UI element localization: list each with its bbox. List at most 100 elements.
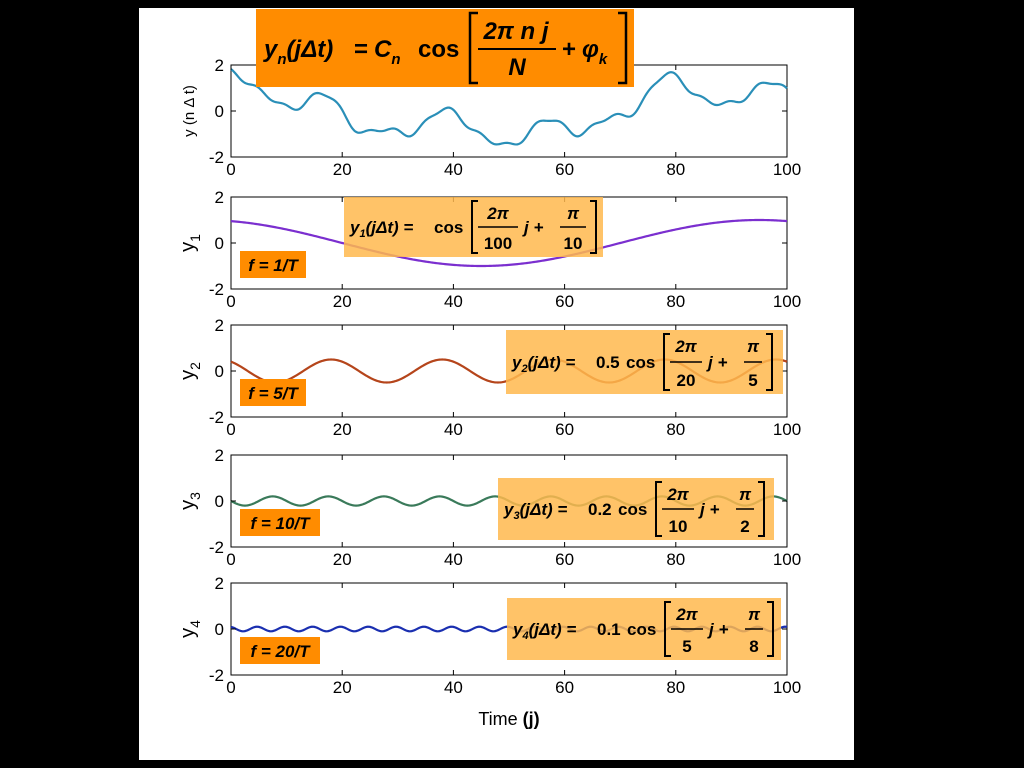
y-axis-label: y (n Δ t): [181, 85, 198, 137]
x-tick-label: 20: [333, 420, 352, 439]
equation-box-2: [506, 330, 783, 394]
x-tick-label: 0: [226, 160, 235, 179]
eq-lhs_main: y: [263, 36, 279, 63]
eq-bracket-right: [590, 200, 597, 254]
eq-phase_sub: k: [599, 51, 608, 68]
series-line-0: [230, 68, 788, 146]
eq-coef: 0.5: [596, 353, 620, 372]
x-tick-label: 0: [226, 678, 235, 697]
x-tick-label: 20: [333, 292, 352, 311]
eq-func: cos: [618, 500, 647, 519]
y-axis-label-sub: 3: [187, 492, 203, 500]
eq-bracket-left: [664, 601, 671, 657]
eq-coef_sub: n: [391, 51, 400, 68]
eq-func: cos: [418, 36, 459, 63]
eq-lhs_arg: (jΔt) =: [520, 500, 568, 519]
y-tick-label: 2: [215, 188, 224, 207]
x-tick-label: 100: [773, 160, 801, 179]
y-axis-label-sub: 2: [187, 362, 203, 370]
y-tick-label: -2: [209, 280, 224, 299]
eq-lhs_sub: 3: [513, 510, 519, 522]
eq-bracket-left: [655, 481, 662, 537]
x-tick-label: 60: [555, 550, 574, 569]
x-tick-label: 60: [555, 160, 574, 179]
freq-label-box: [240, 251, 306, 278]
eq-bracket-right: [766, 333, 773, 391]
eq-phase_main: φ: [582, 36, 599, 63]
x-axis-label-main: Time: [478, 709, 522, 729]
eq-phase-num: π: [748, 605, 761, 624]
eq-phase-num: π: [747, 337, 760, 356]
eq-mid: j +: [706, 353, 727, 372]
eq-bracket-right: [767, 601, 774, 657]
y-tick-label: 0: [215, 492, 224, 511]
x-tick-label: 20: [333, 678, 352, 697]
x-tick-label: 0: [226, 420, 235, 439]
eq-lhs_main: y: [512, 620, 524, 639]
y-axis-label-main: y: [177, 628, 199, 638]
eq-phase-den: 10: [564, 234, 583, 253]
x-tick-label: 60: [555, 678, 574, 697]
freq-label-box: [240, 379, 306, 406]
equation-lhs-1: y1(jΔt) =: [349, 218, 413, 240]
eq-lhs_main: y: [349, 218, 361, 237]
eq-denominator: 20: [677, 371, 696, 390]
x-tick-label: 60: [555, 420, 574, 439]
freq-label-box: [240, 637, 320, 664]
eq-phase-num: π: [567, 204, 580, 223]
eq-lhs_main: y: [503, 500, 515, 519]
equation-phase: φk: [582, 36, 608, 68]
equation-box-1: [344, 197, 603, 257]
x-axis-label-suffix: (j): [523, 709, 540, 729]
freq-label-box: [240, 509, 320, 536]
equation-box-3: [498, 478, 774, 540]
y-tick-label: 0: [215, 234, 224, 253]
x-axis-label: Time (j): [478, 709, 539, 729]
eq-bracket-left: [471, 200, 478, 254]
equation-lhs-2: y2(jΔt) =: [511, 353, 575, 375]
y-axis-label-main: y: [177, 242, 199, 252]
y-tick-label: -2: [209, 538, 224, 557]
eq-brackets: [468, 11, 628, 85]
eq-numerator: 2π: [486, 204, 509, 223]
x-tick-label: 40: [444, 420, 463, 439]
y-tick-label: 2: [215, 574, 224, 593]
x-tick-label: 100: [773, 550, 801, 569]
eq-lhs_sub: 2: [520, 363, 527, 375]
eq-bracket-left: [663, 333, 670, 391]
eq-phase-num: π: [739, 485, 752, 504]
x-tick-label: 40: [444, 678, 463, 697]
eq-denominator: 100: [484, 234, 512, 253]
equation-coef: Cn: [374, 36, 401, 68]
y-tick-label: 2: [215, 446, 224, 465]
x-tick-label: 80: [666, 550, 685, 569]
eq-lhs_arg: (jΔt) =: [366, 218, 414, 237]
x-tick-label: 20: [333, 160, 352, 179]
eq-lhs_sub: 1: [359, 228, 365, 240]
eq-lhs_sub: n: [277, 51, 286, 68]
eq-func: cos: [627, 620, 656, 639]
y-axis-label-main: y: [177, 370, 199, 380]
y-axis-label: y2: [177, 362, 203, 380]
eq-denominator: 10: [669, 517, 688, 536]
eq-lhs_arg: (jΔt): [287, 36, 334, 63]
y-tick-label: -2: [209, 148, 224, 167]
equation-lhs: yn(jΔt): [263, 36, 333, 68]
x-tick-label: 60: [555, 292, 574, 311]
eq-numerator: 2π n j: [482, 18, 549, 45]
eq-lhs_main: y: [511, 353, 523, 372]
equation-lhs-3: y3(jΔt) =: [503, 500, 567, 522]
eq-mid: j +: [707, 620, 728, 639]
y-tick-label: 2: [215, 316, 224, 335]
eq-denominator: 5: [682, 637, 691, 656]
x-tick-label: 20: [333, 550, 352, 569]
y-tick-label: 0: [215, 620, 224, 639]
eq-mid: j +: [698, 500, 719, 519]
eq-phase-den: 5: [748, 371, 757, 390]
eq-bracket-right: [758, 481, 765, 537]
y-axis-label-sub: 1: [187, 234, 203, 242]
